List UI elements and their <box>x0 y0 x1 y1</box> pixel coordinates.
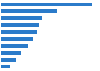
Bar <box>0 37 33 41</box>
Bar <box>0 65 10 68</box>
Bar <box>0 23 39 27</box>
Bar <box>0 44 28 48</box>
Bar <box>0 3 92 6</box>
Bar <box>0 16 42 20</box>
Bar <box>0 30 37 34</box>
Bar <box>0 10 57 13</box>
Bar <box>0 58 16 61</box>
Bar <box>0 51 21 55</box>
